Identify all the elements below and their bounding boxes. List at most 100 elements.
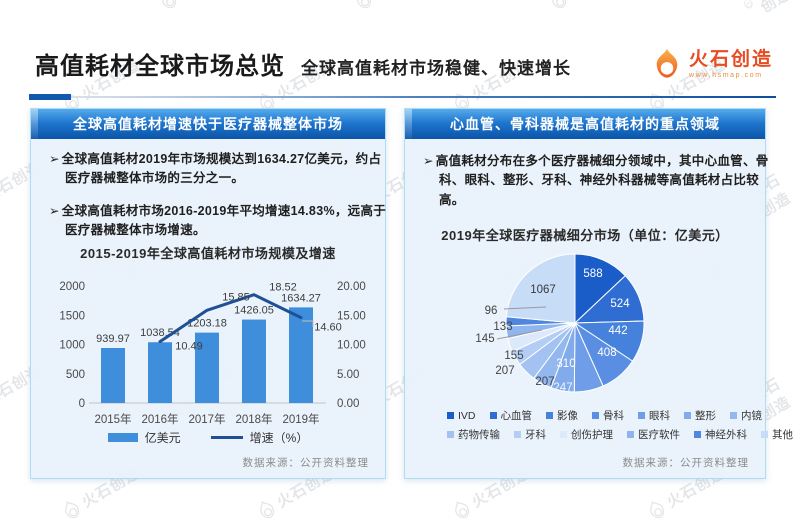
pie-chart-title: 2019年全球医疗器械细分市场（单位：亿美元） [441,228,729,243]
pie-legend-item: 骨科 [592,408,624,423]
watermark: 火石创造 [351,0,436,13]
watermark: 火石创造 [733,0,793,24]
svg-text:207: 207 [535,376,554,388]
brand-url: www.hsmap.com [689,71,763,79]
svg-text:310: 310 [556,358,575,370]
legend-swatch-icon [447,412,454,419]
legend-label: 医疗软件 [638,429,680,441]
flame-outline-icon [259,500,274,518]
brand-logo: 火石创造 www.hsmap.com [652,46,773,82]
svg-text:442: 442 [608,325,627,337]
watermark: 火石创造 [546,0,631,13]
flame-outline-icon [161,0,176,8]
legend-label: 整形 [695,410,717,422]
svg-text:588: 588 [583,268,602,280]
flame-outline-icon [454,500,469,518]
legend-bar-label: 亿美元 [144,431,181,445]
svg-text:2015年: 2015年 [94,412,131,426]
flame-outline-icon [64,500,79,518]
svg-text:0.00: 0.00 [337,398,359,410]
legend-swatch-icon [546,412,554,419]
header: 高值耗材全球市场总览 全球高值耗材市场稳健、快速增长 [35,46,571,81]
svg-text:524: 524 [610,298,630,310]
svg-text:96: 96 [485,305,498,317]
svg-text:5.00: 5.00 [337,369,359,381]
svg-text:408: 408 [597,347,616,359]
legend-label: 创伤护理 [571,429,613,441]
pie-legend-item: 整形 [684,408,716,423]
svg-text:1067: 1067 [530,284,556,296]
pie-legend-item: 牙科 [514,427,546,442]
legend-swatch-icon [489,412,497,419]
page-subtitle: 全球高值耗材市场稳健、快速增长 [301,59,571,78]
legend-swatch-icon [638,412,646,419]
svg-text:1500: 1500 [59,310,85,322]
legend-label: 神经外科 [705,429,747,441]
divider-line [71,96,776,98]
divider-accent-block [29,94,71,100]
bar-swatch-icon [107,433,138,442]
svg-text:10.49: 10.49 [175,341,203,353]
legend-swatch-icon [761,431,768,438]
svg-text:15.00: 15.00 [337,310,366,322]
svg-text:145: 145 [475,333,494,345]
watermark: 火石创造 [0,0,46,13]
legend-label: 影像 [557,410,579,422]
pie-legend-item: 影像 [546,408,578,423]
pie-legend-item: 其他 [761,427,793,442]
legend-label: 内镜 [741,410,763,422]
legend-swatch-icon [447,431,454,438]
legend-label: 牙科 [525,429,546,441]
bar-chart-title: 2015-2019年全球高值耗材市场规模及增速 [80,246,336,261]
flame-outline-icon [649,500,664,518]
title-divider [29,94,776,101]
right-panel: 心血管、骨科器械是高值耗材的重点领域 ➢ 高值耗材分布在多个医疗器械细分领域中，其… [404,108,793,479]
flame-outline-icon [356,0,371,8]
svg-text:15.85: 15.85 [222,291,250,303]
svg-text:14.60: 14.60 [314,322,342,334]
legend-item-bar: 亿美元 [107,429,181,446]
pie-legend-item: IVD [447,408,476,423]
pie-chart-legend: IVD 心血管 影像 骨科 眼科 整形 内镜药物传输 牙科 创伤护理 医疗软件 神经外科 其他 [447,408,793,442]
svg-text:2019年: 2019年 [282,412,319,426]
legend-swatch-icon [730,412,738,419]
svg-text:155: 155 [504,350,523,362]
legend-label: 药物传输 [458,429,500,441]
svg-text:133: 133 [493,321,512,333]
right-bullet-1: ➢ 高值耗材分布在多个医疗器械细分领域中，其中心血管、骨科、眼科、整形、牙科、神经… [423,152,769,210]
svg-text:10.00: 10.00 [337,340,366,352]
legend-swatch-icon [684,412,692,419]
svg-text:1634.27: 1634.27 [281,292,321,304]
right-data-source: 数据来源：公开资料整理 [622,457,749,469]
left-panel: 全球高值耗材增速快于医疗器械整体市场 ➢ 全球高值耗材2019年市场规模达到163… [30,108,386,479]
bar-chart-legend: 亿美元 增速（%） [31,429,385,446]
page-title: 高值耗材全球市场总览 [35,53,285,80]
legend-label: 眼科 [649,410,671,422]
bullet-arrow: ➢ [49,152,60,166]
svg-text:0: 0 [79,398,85,410]
watermark: 火石创造 [156,0,241,13]
brand-name: 火石创造 [689,48,774,70]
flame-outline-icon [551,0,566,8]
legend-label: 心血管 [500,410,533,422]
pie-legend-item: 创伤护理 [560,427,613,442]
flame-outline-icon [744,0,753,9]
legend-item-line: 增速（%） [210,429,308,446]
pie-legend-item: 神经外科 [694,427,747,442]
pie-legend-item: 医疗软件 [627,427,680,442]
left-data-source: 数据来源：公开资料整理 [242,457,369,469]
left-bullet-1: ➢ 全球高值耗材2019年市场规模达到1634.27亿美元，约占医疗器械整体市场的… [49,150,387,189]
svg-text:2018年: 2018年 [235,412,272,426]
bar-line-chart: 0 500 1000 1500 2000 0.00 5.00 10.00 15.00 20.00 2… [59,281,366,426]
legend-swatch-icon [694,431,701,438]
bullet-arrow: ➢ [423,154,434,168]
legend-label: 其他 [772,429,793,441]
svg-text:2016年: 2016年 [141,412,178,426]
svg-text:247: 247 [553,382,572,394]
legend-label: 骨科 [603,410,625,422]
bullet-arrow: ➢ [49,204,60,218]
left-panel-header: 全球高值耗材增速快于医疗器械整体市场 [31,109,385,139]
line-swatch-icon [210,436,243,439]
